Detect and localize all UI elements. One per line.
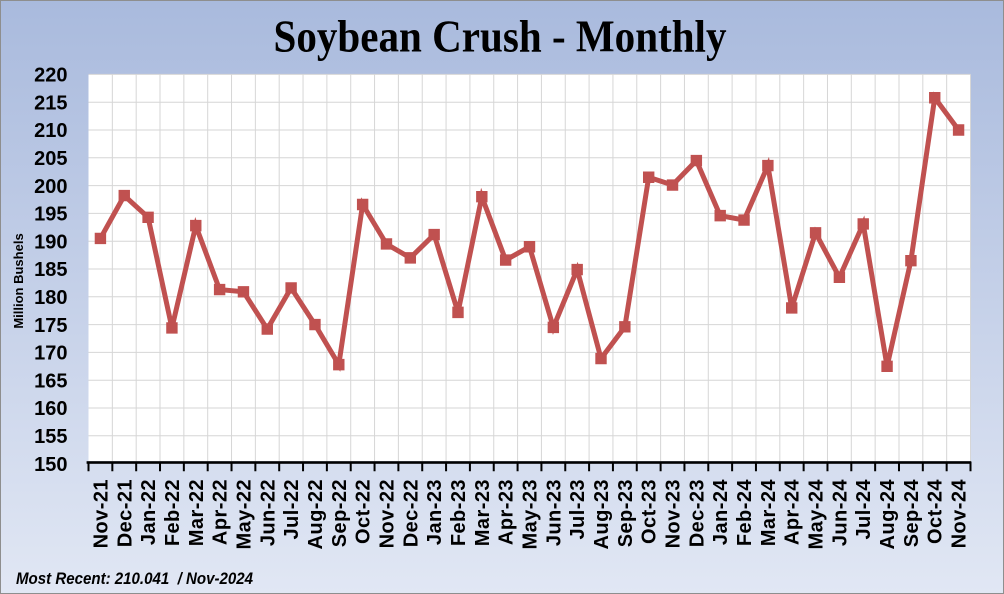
- svg-text:Feb-22: Feb-22: [162, 479, 184, 546]
- svg-text:Aug-22: Aug-22: [305, 479, 327, 549]
- svg-text:175: 175: [34, 315, 67, 337]
- svg-text:Nov-24: Nov-24: [949, 479, 971, 549]
- svg-text:May-23: May-23: [520, 479, 542, 550]
- svg-text:Nov-21: Nov-21: [90, 479, 112, 548]
- svg-text:Dec-21: Dec-21: [114, 479, 136, 547]
- svg-text:205: 205: [34, 148, 67, 170]
- svg-text:165: 165: [34, 370, 67, 392]
- svg-text:Jul-22: Jul-22: [281, 479, 303, 540]
- svg-text:220: 220: [34, 65, 67, 87]
- svg-text:Dec-23: Dec-23: [686, 479, 708, 547]
- svg-text:Mar-23: Mar-23: [472, 479, 494, 546]
- svg-text:Jun-24: Jun-24: [829, 479, 851, 547]
- svg-text:Jan-22: Jan-22: [138, 479, 160, 545]
- svg-text:Jun-23: Jun-23: [543, 479, 565, 546]
- svg-text:Nov-22: Nov-22: [376, 479, 398, 548]
- svg-text:Jan-24: Jan-24: [710, 479, 732, 545]
- svg-text:Dec-22: Dec-22: [400, 479, 422, 547]
- svg-text:Feb-23: Feb-23: [448, 479, 470, 546]
- svg-text:195: 195: [34, 204, 67, 226]
- svg-text:May-24: May-24: [806, 479, 828, 550]
- svg-text:185: 185: [34, 259, 67, 281]
- svg-text:Nov-23: Nov-23: [663, 479, 685, 548]
- svg-text:Oct-24: Oct-24: [925, 479, 947, 544]
- svg-text:155: 155: [34, 426, 67, 448]
- svg-text:Jul-24: Jul-24: [853, 479, 875, 540]
- svg-text:Sep-24: Sep-24: [901, 479, 923, 548]
- svg-text:Jan-23: Jan-23: [424, 479, 446, 545]
- svg-text:Oct-22: Oct-22: [353, 479, 375, 544]
- svg-text:Oct-23: Oct-23: [639, 479, 661, 544]
- svg-text:160: 160: [34, 398, 67, 420]
- svg-text:Mar-24: Mar-24: [758, 479, 780, 547]
- svg-text:Apr-23: Apr-23: [496, 479, 518, 545]
- svg-text:Apr-22: Apr-22: [210, 479, 232, 545]
- svg-text:Aug-24: Aug-24: [877, 479, 899, 550]
- svg-text:Feb-24: Feb-24: [734, 479, 756, 547]
- svg-text:Sep-22: Sep-22: [329, 479, 351, 547]
- svg-text:190: 190: [34, 231, 67, 253]
- svg-text:Soybean Crush - Monthly: Soybean Crush - Monthly: [274, 12, 727, 62]
- svg-text:Apr-24: Apr-24: [782, 479, 804, 545]
- svg-text:170: 170: [34, 343, 67, 365]
- svg-text:180: 180: [34, 287, 67, 309]
- svg-text:150: 150: [34, 454, 67, 476]
- svg-text:Most Recent: 210.041 / Nov-20: Most Recent: 210.041 / Nov-2024: [16, 570, 253, 588]
- svg-text:Jul-23: Jul-23: [567, 479, 589, 540]
- svg-text:200: 200: [34, 176, 67, 198]
- svg-text:Aug-23: Aug-23: [591, 479, 613, 549]
- svg-text:May-22: May-22: [233, 479, 255, 550]
- svg-text:215: 215: [34, 92, 67, 114]
- svg-text:210: 210: [34, 120, 67, 142]
- svg-text:Jun-22: Jun-22: [257, 479, 279, 546]
- svg-text:Sep-23: Sep-23: [615, 479, 637, 547]
- svg-text:Million Bushels: Million Bushels: [11, 233, 26, 328]
- svg-text:Mar-22: Mar-22: [186, 479, 208, 546]
